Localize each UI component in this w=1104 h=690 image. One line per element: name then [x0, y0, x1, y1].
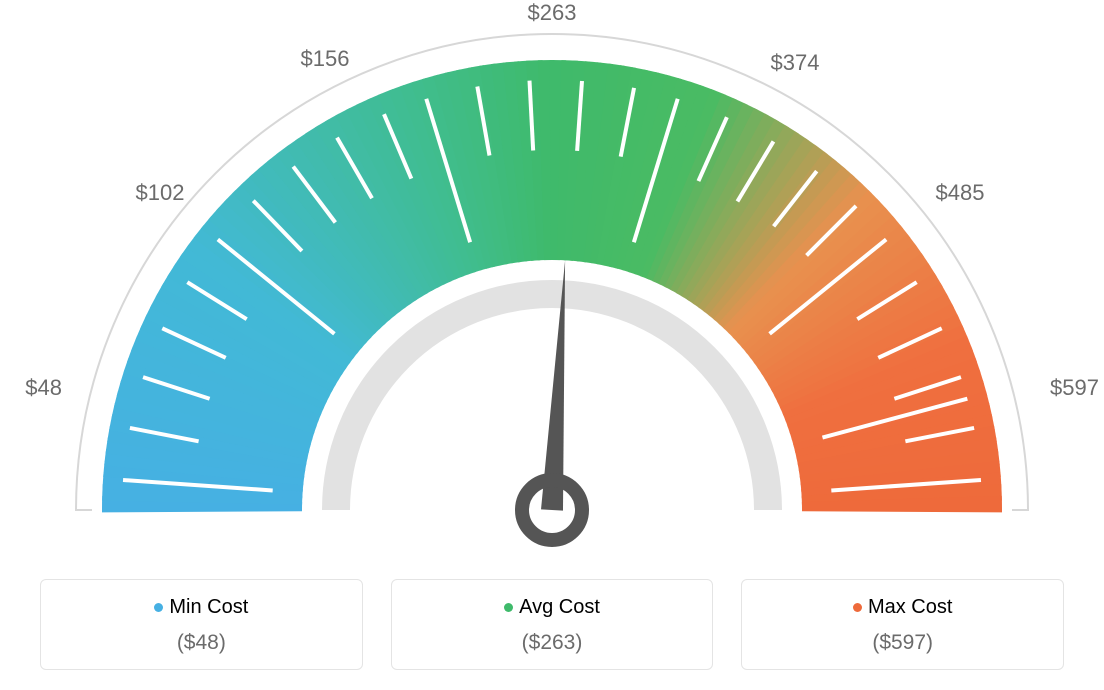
legend-card-min: Min Cost ($48): [40, 579, 363, 670]
dot-icon: [853, 603, 862, 612]
svg-text:$156: $156: [301, 46, 350, 71]
legend-label: Max Cost: [868, 596, 952, 619]
legend-value: ($597): [752, 631, 1053, 655]
cost-gauge: $48 $102 $156 $263 $374 $485 $597: [0, 0, 1104, 560]
legend-value: ($263): [402, 631, 703, 655]
legend-label: Avg Cost: [519, 596, 600, 619]
legend-row: Min Cost ($48) Avg Cost ($263) Max Cost …: [40, 579, 1064, 670]
legend-card-avg: Avg Cost ($263): [391, 579, 714, 670]
dot-icon: [154, 603, 163, 612]
dot-icon: [504, 603, 513, 612]
legend-label: Min Cost: [169, 596, 248, 619]
legend-value: ($48): [51, 631, 352, 655]
svg-text:$263: $263: [528, 0, 577, 25]
svg-text:$485: $485: [936, 180, 985, 205]
svg-text:$374: $374: [771, 50, 820, 75]
svg-text:$102: $102: [136, 180, 185, 205]
svg-text:$48: $48: [25, 375, 62, 400]
legend-card-max: Max Cost ($597): [741, 579, 1064, 670]
svg-text:$597: $597: [1050, 375, 1099, 400]
